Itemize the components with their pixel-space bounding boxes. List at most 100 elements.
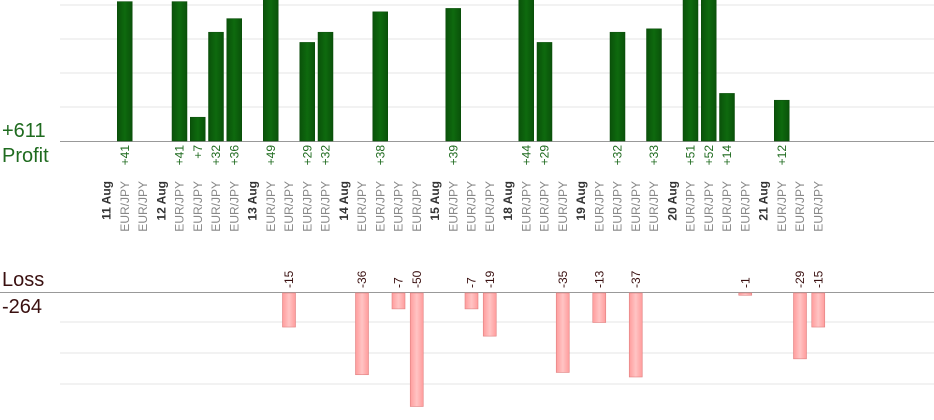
loss-value-label: -13: [592, 270, 606, 288]
loss-bar: [355, 292, 369, 376]
date-label: 20 Aug: [665, 181, 679, 221]
symbol-label: EUR/JPY: [392, 181, 406, 232]
symbol-label: EUR/JPY: [720, 181, 734, 232]
loss-bar: [464, 292, 479, 310]
symbol-label: EUR/JPY: [319, 181, 333, 232]
symbol-label: EUR/JPY: [793, 181, 807, 232]
profit-value-label: +32: [209, 145, 223, 166]
symbol-label: EUR/JPY: [373, 181, 387, 232]
profit-value-label: +36: [227, 145, 241, 166]
profit-bar: [372, 11, 388, 142]
symbol-label: EUR/JPY: [611, 181, 625, 232]
profit-value-label: +52: [702, 145, 716, 166]
profit-value-label: +32: [611, 145, 625, 166]
profit-value-label: +51: [684, 145, 698, 166]
date-label: 21 Aug: [757, 181, 771, 221]
loss-label: Loss: [2, 269, 45, 291]
symbol-label: EUR/JPY: [738, 181, 752, 232]
profit-value-label: +14: [720, 145, 734, 166]
profit-bar: [317, 31, 334, 142]
profit-bar: [263, 0, 279, 142]
symbol-label: EUR/JPY: [629, 181, 643, 232]
symbol-label: EUR/JPY: [264, 181, 278, 232]
symbol-label: EUR/JPY: [538, 181, 552, 232]
loss-bar: [409, 292, 424, 407]
date-label: 15 Aug: [428, 181, 442, 221]
date-label: 13 Aug: [246, 181, 260, 221]
date-label: 12 Aug: [154, 181, 168, 221]
profit-value-label: +29: [300, 145, 314, 166]
profit-value-label: +33: [647, 145, 661, 166]
symbol-label: EUR/JPY: [173, 181, 187, 232]
symbol-label: EUR/JPY: [647, 181, 661, 232]
profit-bar: [774, 99, 790, 142]
symbol-label: EUR/JPY: [300, 181, 314, 232]
profit-value-label: +49: [264, 145, 278, 166]
profit-bar: [536, 42, 553, 142]
symbol-label: EUR/JPY: [702, 181, 716, 232]
loss-value-label: -15: [282, 270, 296, 288]
loss-total: -264: [2, 296, 43, 318]
symbol-label: EUR/JPY: [118, 181, 132, 232]
loss-value-label: -50: [410, 270, 424, 288]
loss-value-label: -7: [465, 277, 479, 288]
symbol-label: EUR/JPY: [191, 181, 205, 232]
profit-value-label: +39: [446, 145, 460, 166]
symbol-label: EUR/JPY: [355, 181, 369, 232]
profit-bar: [299, 42, 315, 142]
profit-bar: [682, 0, 699, 142]
profit-value-label: +32: [319, 145, 333, 166]
profit-bar: [226, 18, 242, 142]
profit-value-label: +41: [173, 145, 187, 166]
symbol-label: EUR/JPY: [592, 181, 606, 232]
profit-bar: [208, 31, 224, 142]
profit-bar: [171, 1, 188, 142]
profit-value-label: +7: [191, 145, 205, 159]
loss-bar: [391, 292, 406, 310]
symbol-label: EUR/JPY: [410, 181, 424, 232]
loss-bar: [811, 292, 826, 328]
loss-value-label: -36: [355, 270, 369, 288]
profit-label: Profit: [2, 145, 49, 167]
loss-bar: [282, 292, 296, 328]
profit-bar: [609, 31, 626, 142]
symbol-label: EUR/JPY: [209, 181, 223, 232]
loss-bar: [482, 292, 497, 337]
profit-bar: [701, 0, 717, 142]
symbol-label: EUR/JPY: [811, 181, 825, 232]
date-label: 19 Aug: [574, 181, 588, 221]
loss-value-label: -1: [738, 277, 752, 288]
loss-value-label: -7: [392, 277, 406, 288]
symbol-label: EUR/JPY: [775, 181, 789, 232]
symbol-label: EUR/JPY: [446, 181, 460, 232]
symbol-label: EUR/JPY: [282, 181, 296, 232]
loss-bar: [793, 292, 807, 360]
profit-bar: [445, 8, 461, 142]
profit-value-label: +41: [118, 145, 132, 166]
loss-bar: [592, 292, 607, 323]
loss-bar: [628, 292, 643, 378]
loss-value-label: -19: [483, 270, 497, 288]
profit-value-label: +29: [538, 145, 552, 166]
symbol-label: EUR/JPY: [136, 181, 150, 232]
profit-bar: [646, 28, 662, 142]
symbol-label: EUR/JPY: [465, 181, 479, 232]
profit-bar: [518, 0, 534, 142]
loss-value-label: -15: [811, 270, 825, 288]
profit-total: +611: [2, 120, 46, 142]
symbol-label: EUR/JPY: [227, 181, 241, 232]
date-label: 18 Aug: [501, 181, 515, 221]
profit-bar: [117, 1, 133, 142]
symbol-label: EUR/JPY: [483, 181, 497, 232]
loss-value-label: -35: [556, 270, 570, 288]
profit-bar: [190, 116, 206, 142]
symbol-label: EUR/JPY: [684, 181, 698, 232]
profit-value-label: +44: [519, 145, 533, 166]
loss-value-label: -29: [793, 270, 807, 288]
date-label: 14 Aug: [337, 181, 351, 221]
loss-bar: [738, 292, 753, 296]
profit-value-label: +12: [775, 145, 789, 166]
date-label: 11 Aug: [100, 181, 114, 220]
profit-bar: [719, 93, 735, 142]
